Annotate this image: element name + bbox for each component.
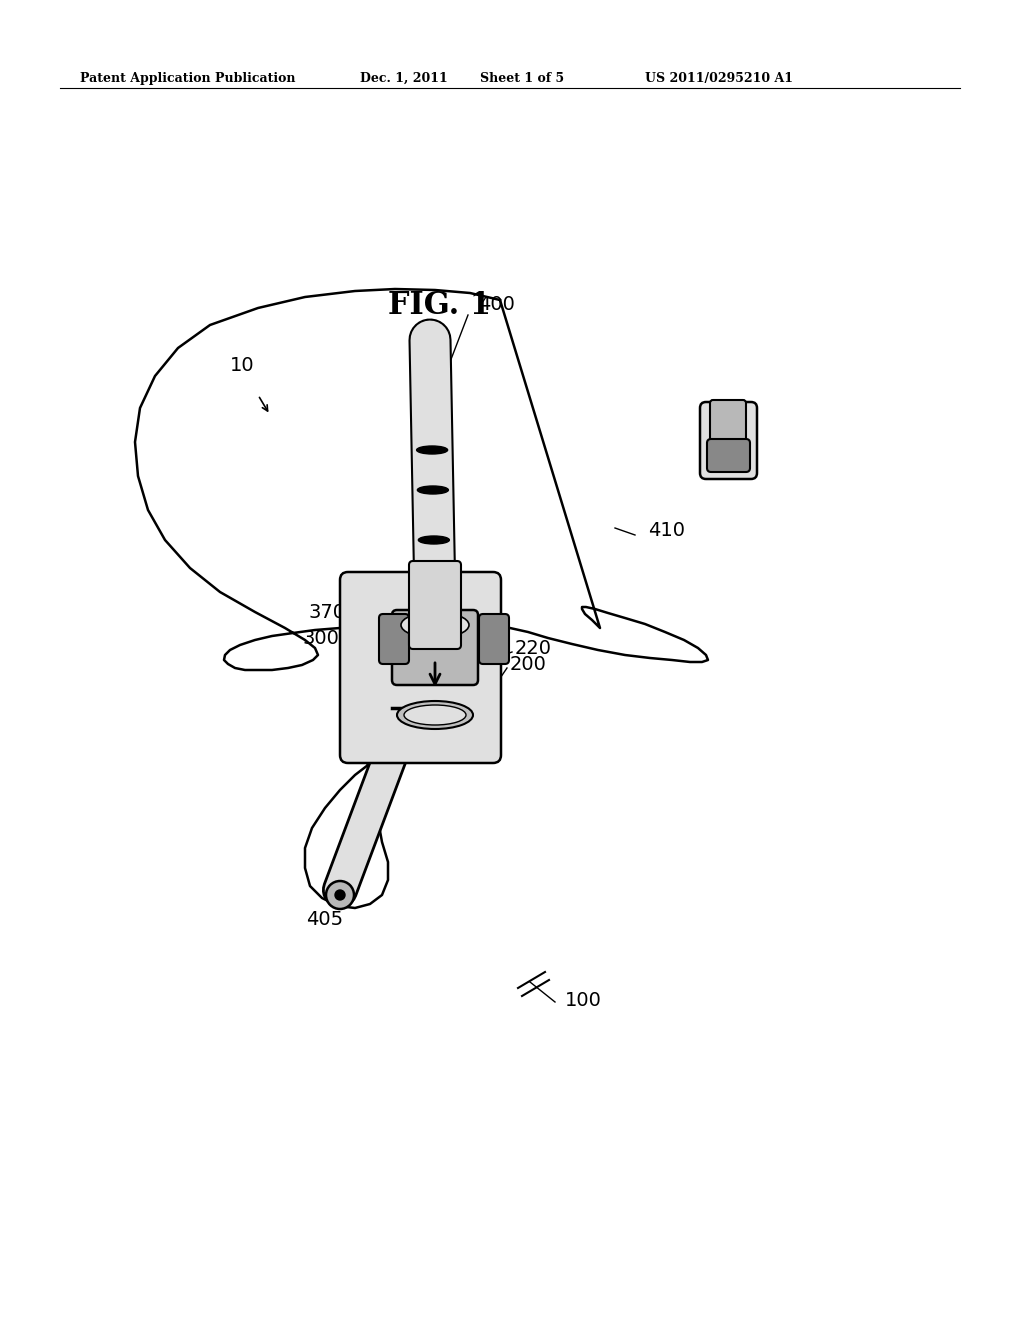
Text: Dec. 1, 2011: Dec. 1, 2011 <box>360 73 447 84</box>
FancyBboxPatch shape <box>409 561 461 649</box>
Text: 410: 410 <box>648 520 685 540</box>
FancyBboxPatch shape <box>479 614 509 664</box>
FancyBboxPatch shape <box>707 440 750 473</box>
Text: 300: 300 <box>302 628 339 648</box>
Circle shape <box>335 890 345 900</box>
Ellipse shape <box>395 607 475 643</box>
Text: Patent Application Publication: Patent Application Publication <box>80 73 296 84</box>
Text: FIG. 1: FIG. 1 <box>388 290 492 321</box>
FancyBboxPatch shape <box>379 614 409 664</box>
Text: 405: 405 <box>306 909 344 929</box>
FancyBboxPatch shape <box>340 572 501 763</box>
FancyBboxPatch shape <box>710 400 746 441</box>
FancyBboxPatch shape <box>392 610 478 685</box>
Text: Sheet 1 of 5: Sheet 1 of 5 <box>480 73 564 84</box>
Ellipse shape <box>404 705 466 725</box>
Ellipse shape <box>418 486 449 494</box>
Ellipse shape <box>397 701 473 729</box>
Circle shape <box>326 880 354 909</box>
FancyBboxPatch shape <box>700 403 757 479</box>
Text: 200: 200 <box>510 656 547 675</box>
Ellipse shape <box>419 536 450 544</box>
Text: US 2011/0295210 A1: US 2011/0295210 A1 <box>645 73 793 84</box>
Ellipse shape <box>417 446 447 454</box>
Text: 370: 370 <box>308 602 345 622</box>
Ellipse shape <box>401 612 469 638</box>
Text: 100: 100 <box>565 990 602 1010</box>
Text: 10: 10 <box>230 356 255 375</box>
Text: 400: 400 <box>478 296 515 314</box>
Text: 220: 220 <box>515 639 552 657</box>
